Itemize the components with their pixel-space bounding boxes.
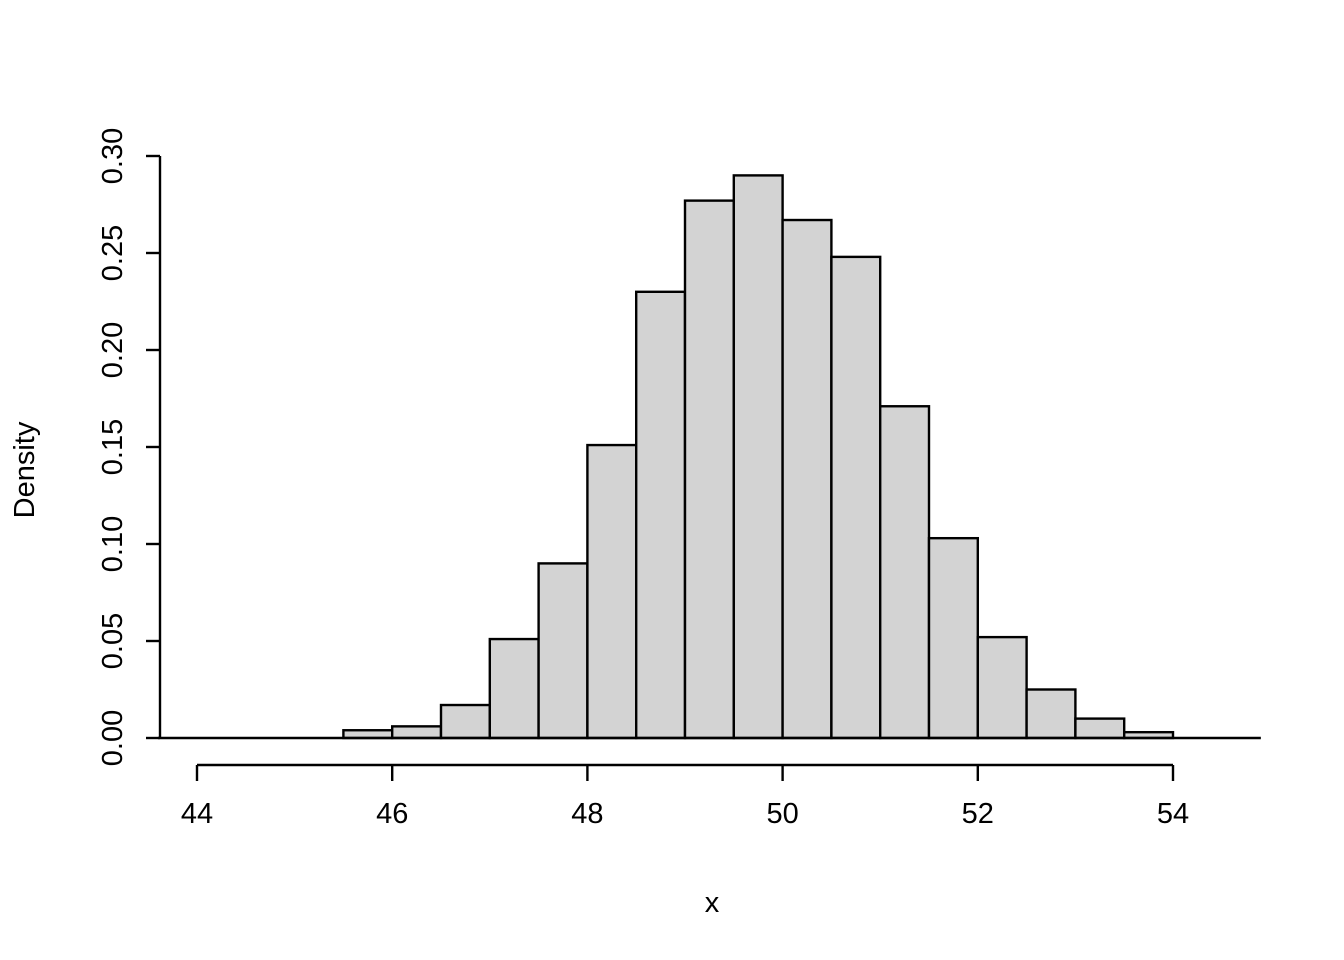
x-axis-title: x [705,887,720,919]
y-tick-label: 0.15 [97,419,129,475]
x-tick-label: 44 [181,798,213,830]
y-tick-label: 0.05 [97,613,129,669]
histogram-bar [586,443,638,740]
x-tick-label: 48 [571,798,603,830]
histogram-bar [1025,688,1077,740]
histogram-bar [537,562,589,740]
y-tick-label: 0.20 [97,322,129,378]
histogram-bar [391,725,443,740]
histogram-bar [439,703,491,740]
y-tick-labels: 0.00 0.05 0.10 0.15 0.20 0.25 0.30 [97,128,129,766]
histogram-bar [683,199,735,740]
histogram-bar [488,637,540,740]
histogram-bars [342,174,1175,740]
y-tick-label: 0.25 [97,225,129,281]
histogram-bar [976,635,1028,740]
histogram-bar [781,218,833,740]
x-tick-label: 46 [376,798,408,830]
x-tick-label: 50 [766,798,798,830]
histogram-bar [732,174,784,740]
x-tick-label: 54 [1157,798,1189,830]
y-tick-label: 0.10 [97,516,129,572]
y-tick-label: 0.30 [97,128,129,184]
x-tick-labels: 44 46 48 50 52 54 [181,798,1189,830]
y-tick-label: 0.00 [97,710,129,766]
histogram-bar [1074,717,1126,740]
histogram-bar [879,405,931,740]
histogram-bar [635,290,687,740]
histogram-bar [830,255,882,740]
x-tick-label: 52 [962,798,994,830]
x-axis [195,763,1175,781]
histogram-bar [927,536,979,740]
y-axis-title: Density [9,421,41,518]
y-axis [146,154,162,740]
